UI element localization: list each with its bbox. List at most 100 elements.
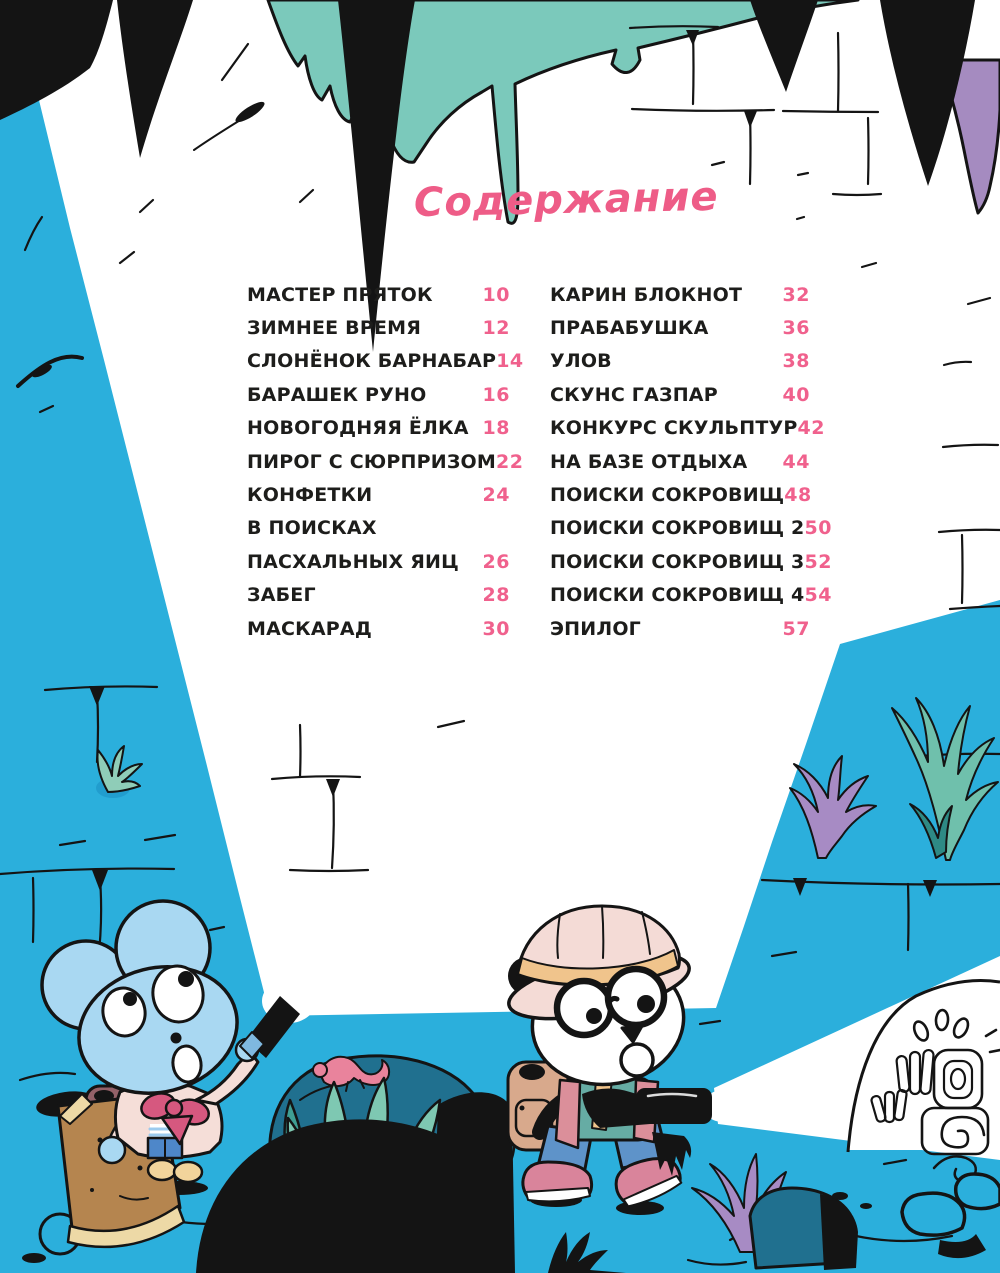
toc-entry-page: 50 (804, 517, 832, 540)
stalactite-purple (938, 58, 1000, 215)
panda-vest (554, 1078, 582, 1150)
toc-entry: СКУНС ГАЗПАР 40 (550, 378, 810, 411)
mouse-shoe (172, 1160, 204, 1184)
mouse-hand-left (97, 1135, 127, 1165)
toc-entry-title: УЛОВ (550, 350, 612, 373)
toc-entry-title: КОНКУРС СКУЛЬПТУР (550, 417, 798, 440)
toc-entry-title: ПОИСКИ СОКРОВИЩ 3 (550, 550, 805, 573)
toc-entry-page: 12 (482, 317, 510, 340)
toc-entry-title: ПОИСКИ СОКРОВИЩ 4 (550, 584, 805, 607)
toc-entry-title: ПРАБАБУШКА (550, 317, 709, 340)
toc-entry-page: 44 (782, 450, 810, 473)
toc-column-right: КАРИН БЛОКНОТ 32 ПРАБАБУШКА 36 УЛОВ 38 СКУН… (550, 278, 831, 645)
palm-plant-purple (789, 755, 877, 859)
toc-entry-page: 52 (804, 550, 832, 573)
toc-entry: НОВОГОДНЯЯ ЁЛКА 18 (247, 412, 510, 445)
mouse-flashlight (239, 996, 300, 1059)
toc-entry: КАРИН БЛОКНОТ 32 (550, 278, 810, 311)
toc-entry: ПИРОГ С СЮРПРИЗОМ 22 (247, 445, 523, 478)
toc-entry: УЛОВ 38 (550, 345, 810, 378)
crack-plant-small (96, 745, 143, 798)
toc-entry-title: ЗАБЕГ (247, 584, 316, 607)
toc-entry-title: НОВОГОДНЯЯ ЁЛКА (247, 417, 469, 440)
toc-entry: НА БАЗЕ ОТДЫХА 44 (550, 445, 810, 478)
panda-head (507, 904, 691, 1087)
panda-glasses-lens (553, 977, 615, 1039)
black-rock-column (432, 1092, 515, 1273)
mouse-mouth (171, 1044, 203, 1084)
toc-entry: ЗАБЕГ 28 (247, 579, 510, 612)
moss-drip-arc (266, 0, 860, 225)
blue-rock (748, 1186, 858, 1270)
toc-entry-title: ПОИСКИ СОКРОВИЩ (550, 484, 785, 507)
panda-arms-front (582, 1088, 650, 1128)
toc-entry-title: ПИРОГ С СЮРПРИЗОМ (247, 450, 497, 473)
toc-entry-title: В ПОИСКАХ (247, 517, 377, 540)
stalactite-left (117, 0, 193, 158)
panda-character (506, 904, 712, 1208)
panda-mouth (619, 1042, 655, 1078)
toc-entry-page: 28 (482, 584, 510, 607)
toc-entry: КОНКУРС СКУЛЬПТУР 42 (550, 412, 824, 445)
toc-entry: ПАСХАЛЬНЫХ ЯИЦ 26 (247, 545, 510, 578)
toc-entry: ПРАБАБУШКА 36 (550, 311, 810, 344)
toc-entry-title: ЭПИЛОГ (550, 617, 641, 640)
page-title: Содержание (413, 173, 719, 227)
toc-entry-title: ПАСХАЛЬНЫХ ЯИЦ (247, 550, 459, 573)
toc-entry-page: 36 (782, 317, 810, 340)
toc-entry-page: 16 (482, 383, 510, 406)
outlined-stones (900, 1172, 1000, 1259)
toc-entry: В ПОИСКАХ (247, 512, 510, 545)
toc-entry-page: 42 (797, 417, 825, 440)
toc-entry-page: 54 (804, 584, 832, 607)
toc-entry-page: 26 (482, 550, 510, 573)
toc-entry: СЛОНЁНОК БАРНАБАР 14 (247, 345, 523, 378)
toc-entry: ЗИМНЕЕ ВРЕМЯ 12 (247, 311, 510, 344)
toc-entry: ПОИСКИ СОКРОВИЩ 3 52 (550, 545, 831, 578)
toc-entry-title: ЗИМНЕЕ ВРЕМЯ (247, 317, 422, 340)
toc-entry-page: 14 (496, 350, 524, 373)
panda-nose (620, 1024, 644, 1044)
toc-entry-title: МАСТЕР ПРЯТОК (247, 283, 433, 306)
toc-column-left: МАСТЕР ПРЯТОК 10 ЗИМНЕЕ ВРЕМЯ 12 СЛОНЁНОК … (247, 278, 523, 645)
toc-entry-page: 32 (782, 283, 810, 306)
stalactite-center (338, 0, 415, 352)
mouse-shoe (146, 1158, 178, 1182)
toc-entry-page: 18 (482, 417, 510, 440)
wall-plants (96, 697, 999, 861)
toc-entry: МАСКАРАД 30 (247, 612, 510, 645)
tall-grass-teal (891, 697, 999, 861)
pink-lizard (312, 1055, 390, 1093)
toc-entry: ПОИСКИ СОКРОВИЩ 4 54 (550, 579, 831, 612)
toc-entry-title: СЛОНЁНОК БАРНАБАР (247, 350, 497, 373)
toc-entry-page: 22 (496, 450, 524, 473)
panda-hand-fingers (652, 1132, 692, 1176)
toc-entry: БАРАШЕК РУНО 16 (247, 378, 510, 411)
toc-entry-title: КАРИН БЛОКНОТ (550, 283, 743, 306)
toc-entry-page: 57 (782, 617, 810, 640)
toc-entry-title: КОНФЕТКИ (247, 484, 373, 507)
tablet-glyphs (870, 1008, 1000, 1156)
black-grass-silhouette (548, 1232, 626, 1273)
toc-entry-title: БАРАШЕК РУНО (247, 383, 427, 406)
toc-entry: ПОИСКИ СОКРОВИЩ 2 50 (550, 512, 831, 545)
toc-entry: ПОИСКИ СОКРОВИЩ 48 (550, 478, 812, 511)
toc-entry-title: ПОИСКИ СОКРОВИЩ 2 (550, 517, 805, 540)
panda-shoe-front (614, 1157, 683, 1208)
toc-entry: МАСТЕР ПРЯТОК 10 (247, 278, 510, 311)
cave-ceiling (0, 0, 1000, 352)
toc-entry: КОНФЕТКИ 24 (247, 478, 510, 511)
ceiling-corner-left (0, 0, 113, 120)
toc-entry-title: СКУНС ГАЗПАР (550, 383, 718, 406)
mouse-nose (170, 1032, 182, 1044)
panda-flashlight-glow (704, 1090, 740, 1122)
toc-entry: ЭПИЛОГ 57 (550, 612, 810, 645)
toc-entry-page: 48 (784, 484, 812, 507)
toc-entry-page: 30 (482, 617, 510, 640)
stone-tablet (846, 979, 1000, 1156)
mouse-scarf (140, 1092, 210, 1146)
toc-entry-page: 40 (782, 383, 810, 406)
toc-entry-title: НА БАЗЕ ОТДЫХА (550, 450, 748, 473)
